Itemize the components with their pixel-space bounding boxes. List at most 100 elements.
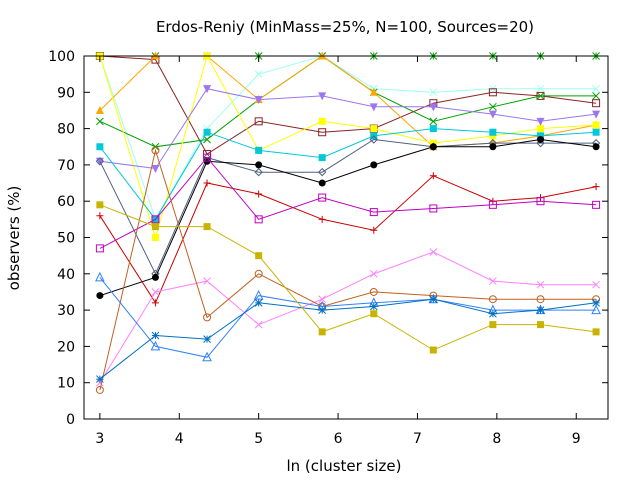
- data-point: [592, 110, 601, 119]
- data-point: [95, 105, 104, 114]
- data-point: [370, 125, 378, 133]
- data-point: [536, 280, 545, 289]
- data-point: [489, 321, 497, 329]
- data-point: [370, 161, 378, 169]
- series-line: [99, 138, 597, 297]
- data-series-17: [96, 201, 600, 354]
- data-point: [95, 157, 105, 166]
- data-point: [592, 328, 600, 336]
- y-tick-label: 50: [57, 231, 75, 247]
- data-point: [537, 125, 545, 133]
- data-point: [151, 215, 160, 224]
- axes: 0 10 20 30 40 50 60 70 80 90 100 3 4 5 6 7 8 9: [48, 49, 609, 447]
- data-point: [151, 223, 159, 231]
- data-point: [488, 110, 497, 119]
- data-point: [369, 135, 378, 144]
- data-point: [318, 215, 326, 223]
- data-point: [370, 310, 378, 318]
- data-point: [536, 295, 545, 304]
- data-point: [254, 298, 263, 307]
- data-point: [96, 117, 104, 126]
- data-point: [537, 321, 545, 329]
- data-point: [254, 70, 263, 79]
- y-tick-label: 70: [57, 158, 75, 174]
- data-point: [254, 167, 263, 177]
- data-point: [150, 340, 161, 351]
- series-line: [99, 55, 597, 155]
- data-point: [318, 154, 326, 162]
- data-point: [369, 302, 378, 311]
- data-point: [151, 299, 159, 307]
- data-point: [592, 84, 600, 93]
- data-point: [429, 103, 438, 112]
- series-line: [99, 55, 597, 221]
- data-point: [202, 351, 212, 362]
- series-line: [99, 156, 597, 249]
- data-point: [318, 117, 326, 125]
- data-point: [592, 92, 600, 100]
- y-tick-label: 10: [57, 376, 75, 392]
- data-point: [318, 306, 327, 314]
- series-line: [99, 138, 597, 275]
- data-point: [254, 320, 263, 329]
- data-point: [317, 167, 327, 177]
- data-point: [429, 295, 438, 304]
- data-point: [488, 88, 497, 97]
- data-point: [203, 179, 211, 187]
- data-point: [318, 328, 326, 336]
- data-point: [488, 295, 497, 304]
- data-point: [96, 292, 104, 300]
- data-series-13: [96, 248, 600, 387]
- data-point: [318, 92, 327, 101]
- data-point: [537, 135, 545, 143]
- data-point: [203, 277, 211, 285]
- data-point: [151, 234, 159, 241]
- y-tick-label: 90: [57, 85, 75, 101]
- data-point: [592, 99, 601, 108]
- data-series-16: [96, 295, 600, 383]
- data-point: [592, 200, 601, 209]
- y-tick-label: 80: [57, 122, 75, 138]
- data-point: [203, 335, 211, 343]
- data-point: [369, 103, 378, 112]
- data-point: [429, 125, 437, 133]
- series-line: [99, 298, 597, 380]
- data-point: [255, 146, 263, 154]
- series-line: [99, 251, 597, 383]
- data-series-14: [95, 146, 601, 394]
- data-point: [203, 85, 212, 94]
- series-line: [99, 54, 597, 240]
- data-point: [536, 306, 545, 314]
- data-point: [254, 96, 263, 105]
- series-line: [99, 88, 597, 170]
- data-point: [429, 204, 438, 213]
- data-point: [489, 143, 497, 151]
- x-tick-label: 5: [254, 431, 263, 447]
- data-series-2: [96, 52, 600, 224]
- data-point: [591, 304, 601, 315]
- data-point: [151, 288, 160, 296]
- data-series-10: [96, 135, 600, 300]
- data-point: [255, 161, 263, 169]
- data-point: [203, 223, 211, 231]
- data-point: [95, 244, 104, 253]
- data-point: [592, 128, 600, 136]
- series-line: [99, 204, 597, 351]
- plot-frame: [83, 55, 609, 420]
- data-point: [536, 197, 545, 206]
- x-tick-label: 3: [95, 431, 104, 447]
- data-point: [203, 153, 212, 162]
- data-point: [254, 117, 263, 126]
- data-point: [489, 132, 497, 140]
- x-tick-label: 6: [334, 431, 343, 447]
- data-point: [592, 183, 600, 191]
- data-point: [96, 143, 104, 151]
- data-point: [369, 287, 378, 296]
- data-point: [592, 298, 600, 307]
- data-point: [318, 193, 327, 202]
- data-point: [489, 277, 497, 285]
- data-point: [536, 84, 545, 93]
- chart-title: Erdos-Reniy (MinMass=25%, N=100, Sources…: [156, 18, 534, 36]
- data-point: [203, 128, 211, 136]
